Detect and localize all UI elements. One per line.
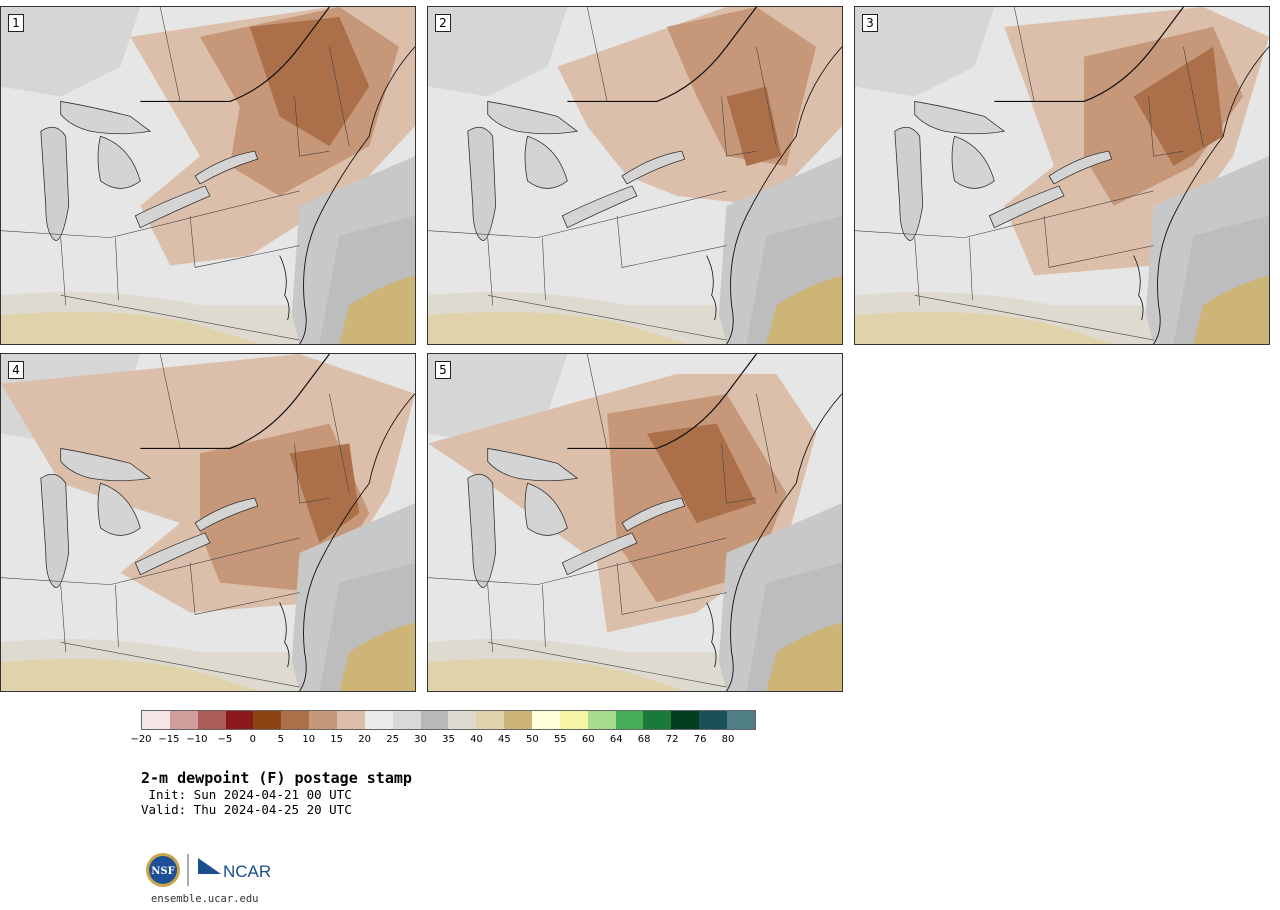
ensemble-member-panel-3: 3 — [854, 6, 1270, 345]
member-number-label: 1 — [8, 14, 24, 32]
colorbar-swatch — [420, 711, 449, 729]
ensemble-member-panel-5: 5 — [427, 353, 843, 692]
colorbar-swatch — [309, 711, 338, 729]
colorbar-swatch — [615, 711, 644, 729]
colorbar-swatch — [504, 711, 533, 729]
colorbar-tick-label: 0 — [249, 734, 256, 745]
member-number-label: 3 — [862, 14, 878, 32]
colorbar-tick-label: −5 — [217, 734, 233, 745]
figure-title: 2-m dewpoint (F) postage stamp — [141, 769, 412, 787]
member-number-label: 4 — [8, 361, 24, 379]
colorbar-tick-label: 50 — [525, 734, 539, 745]
colorbar-swatch — [559, 711, 588, 729]
colorbar-tick-label: 64 — [609, 734, 623, 745]
colorbar-tick-label: 80 — [721, 734, 735, 745]
colorbar-tick-label: 40 — [470, 734, 483, 745]
colorbar-tick-label: 15 — [330, 734, 344, 745]
colorbar-tick-label: 60 — [581, 734, 595, 745]
colorbar-swatch — [727, 711, 755, 729]
ensemble-member-panel-2: 2 — [427, 6, 843, 345]
colorbar-swatch — [699, 711, 728, 729]
valid-time: Valid: Thu 2024-04-25 20 UTC — [141, 802, 352, 817]
colorbar-tick-label: 20 — [358, 734, 371, 745]
colorbar-swatch — [364, 711, 393, 729]
colorbar-tick-label: 25 — [386, 734, 399, 745]
colorbar-swatch — [587, 711, 616, 729]
colorbar-swatch — [337, 711, 365, 729]
ncar-logo-text: NCAR — [223, 862, 271, 881]
colorbar-swatch — [671, 711, 700, 729]
init-time: Init: Sun 2024-04-21 00 UTC — [141, 787, 352, 802]
colorbar-swatch — [197, 711, 226, 729]
colorbar-tick-label: 55 — [553, 734, 567, 745]
colorbar-swatch — [643, 711, 672, 729]
colorbar-tick-label: −10 — [186, 734, 208, 745]
member-number-label: 2 — [435, 14, 451, 32]
colorbar-tick-label: −15 — [158, 734, 180, 745]
colorbar-tick-label: −20 — [130, 734, 152, 745]
colorbar-swatch — [532, 711, 560, 729]
colorbar-swatch — [169, 711, 198, 729]
ensemble-member-panel-1: 1 — [0, 6, 416, 345]
colorbar-swatch — [225, 711, 254, 729]
colorbar-swatch — [142, 711, 170, 729]
nsf-ncar-logo: NSF NCAR — [146, 853, 271, 887]
footer-url: ensemble.ucar.edu — [151, 893, 259, 905]
colorbar-tick-label: 30 — [414, 734, 427, 745]
colorbar-swatch — [476, 711, 505, 729]
colorbar-tick-label: 72 — [665, 734, 679, 745]
member-number-label: 5 — [435, 361, 451, 379]
colorbar-tick-label: 35 — [442, 734, 455, 745]
colorbar — [141, 710, 756, 730]
colorbar-tick-labels: −20 −15 −10 −5 0 5 10 15 20 25 30 35 40 45 50 55 60 64 68 7… — [130, 734, 756, 748]
colorbar-tick-label: 45 — [498, 734, 511, 745]
colorbar-swatch — [253, 711, 282, 729]
ensemble-member-panel-4: 4 — [0, 353, 416, 692]
colorbar-tick-label: 5 — [277, 734, 284, 745]
colorbar-tick-label: 76 — [693, 734, 707, 745]
colorbar-tick-label: 10 — [302, 734, 316, 745]
colorbar-tick-label: 68 — [637, 734, 651, 745]
colorbar-swatch — [392, 711, 421, 729]
nsf-logo-text: NSF — [151, 866, 174, 877]
colorbar-swatch — [281, 711, 310, 729]
colorbar-swatch — [448, 711, 477, 729]
